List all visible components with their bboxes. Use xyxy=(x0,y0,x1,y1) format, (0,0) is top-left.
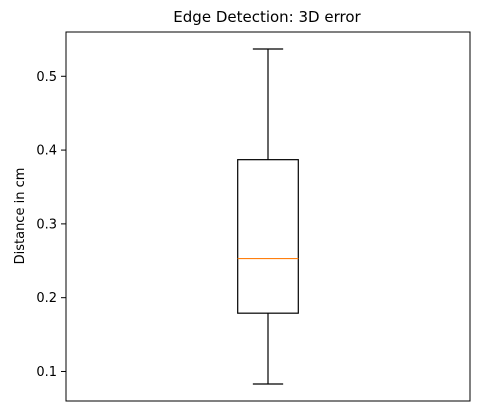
y-axis: 0.1 0.2 0.3 0.4 0.5 xyxy=(36,70,66,380)
y-tick-label: 0.4 xyxy=(36,144,57,159)
chart-title: Edge Detection: 3D error xyxy=(173,8,361,26)
box-plot xyxy=(237,48,299,385)
y-tick-label: 0.5 xyxy=(36,70,57,85)
y-tick-label: 0.3 xyxy=(36,217,57,232)
y-tick-label: 0.2 xyxy=(36,291,57,306)
box-iqr xyxy=(237,159,299,314)
y-axis-label: Distance in cm xyxy=(13,168,28,265)
plot-area xyxy=(65,31,471,402)
y-tick-label: 0.1 xyxy=(36,365,57,380)
